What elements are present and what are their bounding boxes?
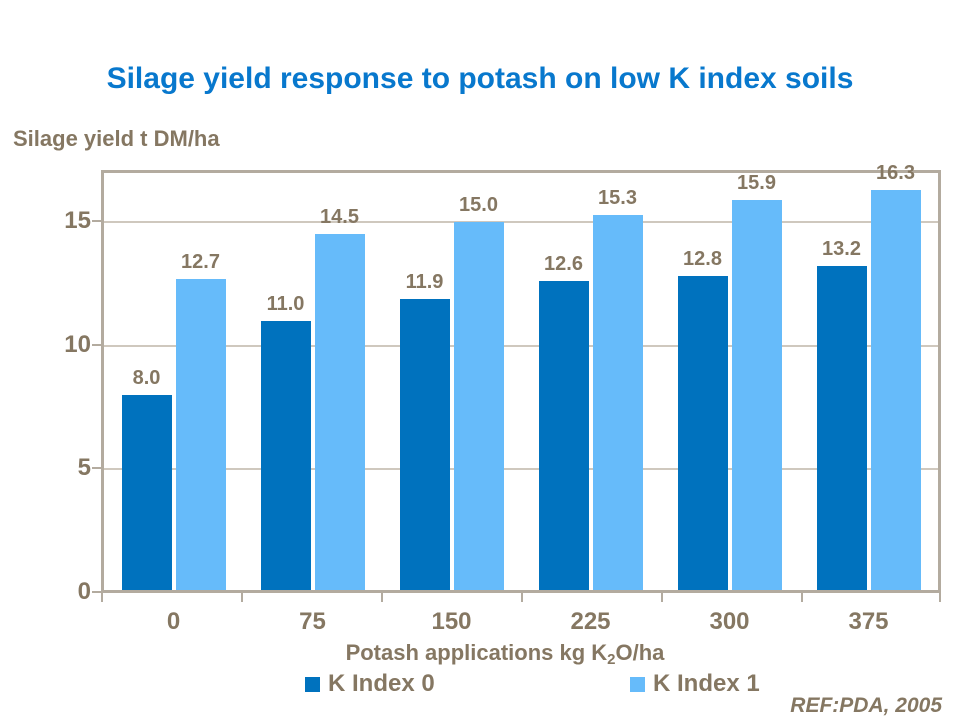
x-tick-label-225: 225 [570,608,611,635]
y-tick-label-5: 5 [77,454,91,482]
reference-label: REF:PDA, 2005 [790,694,942,717]
bar-value-label: 13.2 [822,238,861,261]
y-tick-label-0: 0 [77,578,91,605]
bar-group-375: 13.2 16.3 [799,162,938,590]
x-tick-mark-1 [241,593,243,602]
x-axis-title-text: Potash applications kg K [345,640,608,665]
x-tick-mark-2 [381,593,383,602]
x-axis-title-subscript: 2 [607,651,616,668]
bar-value-label: 12.8 [683,248,722,271]
chart-title: Silage yield response to potash on low K… [106,62,854,95]
x-tick-label-375: 375 [848,608,889,635]
bar-k-index-1-300 [731,199,782,590]
x-tick-label-150: 150 [431,608,472,635]
bar-k-index-0-75 [260,320,311,590]
bar-k-index-0-225 [538,281,589,590]
bar-k-index-1-375 [870,189,921,590]
bar-k-index-0-375 [816,266,867,590]
legend-item-k-index-1: K Index 1 [630,672,760,696]
y-tick-mark-0 [92,591,101,593]
bar-group-300: 12.8 15.9 [660,171,799,590]
bar-k-index-0-300 [677,276,728,590]
bar-k-index-0-0 [121,395,172,590]
bar-value-label: 8.0 [132,367,161,390]
bar-group-0: 8.0 12.7 [104,173,243,590]
y-tick-label-10: 10 [64,330,91,358]
bar-value-label: 12.6 [544,253,583,276]
legend-label-k-index-0: K Index 0 [328,670,435,697]
x-tick-mark-0 [101,593,103,602]
y-tick-mark-15 [92,219,101,222]
bar-k-index-1-225 [592,214,643,590]
bar-value-label: 15.0 [459,193,498,216]
x-tick-label-75: 75 [299,608,326,635]
bar-value-label: 12.7 [181,250,220,273]
x-tick-mark-4 [661,593,663,602]
bar-value-label: 11.9 [405,270,444,293]
y-tick-mark-10 [92,343,101,346]
bar-value-label: 14.5 [320,206,359,229]
legend-item-k-index-0: K Index 0 [305,672,435,696]
bar-value-label: 16.3 [876,161,915,184]
legend-swatch-k-index-0 [305,676,320,692]
bar-group-75: 11.0 14.5 [243,173,382,590]
y-axis-unit-label: Silage yield t DM/ha [13,126,220,151]
x-tick-mark-5 [801,593,803,602]
x-tick-mark-3 [521,593,523,602]
x-axis-title: Potash applications kg K2O/ha [101,640,909,668]
bar-group-150: 11.9 15.0 [382,173,521,590]
y-tick-label-15: 15 [64,206,91,234]
bar-group-225: 12.6 15.3 [521,173,660,590]
legend-swatch-k-index-1 [630,676,645,692]
x-tick-mark-6 [939,593,941,602]
plot-area: 8.0 12.7 11.0 14.5 11.9 15.0 12.6 15.3 12.8 15.9 1… [101,162,941,593]
bar-value-label: 11.0 [266,292,305,315]
y-tick-mark-5 [92,467,101,470]
x-tick-label-0: 0 [166,608,181,635]
gridline-y-15 [104,220,938,223]
legend-label-k-index-1: K Index 1 [653,670,760,697]
bar-k-index-1-0 [175,278,226,590]
bar-value-label: 15.3 [598,186,637,209]
bar-value-label: 15.9 [737,171,776,194]
bar-k-index-1-150 [453,221,504,590]
x-axis-title-suffix: O/ha [615,640,665,665]
gridline-y-10 [104,344,938,347]
x-tick-label-300: 300 [709,608,750,635]
bar-k-index-0-150 [399,298,450,590]
gridline-y-5 [104,468,938,471]
bar-k-index-1-75 [314,234,365,590]
